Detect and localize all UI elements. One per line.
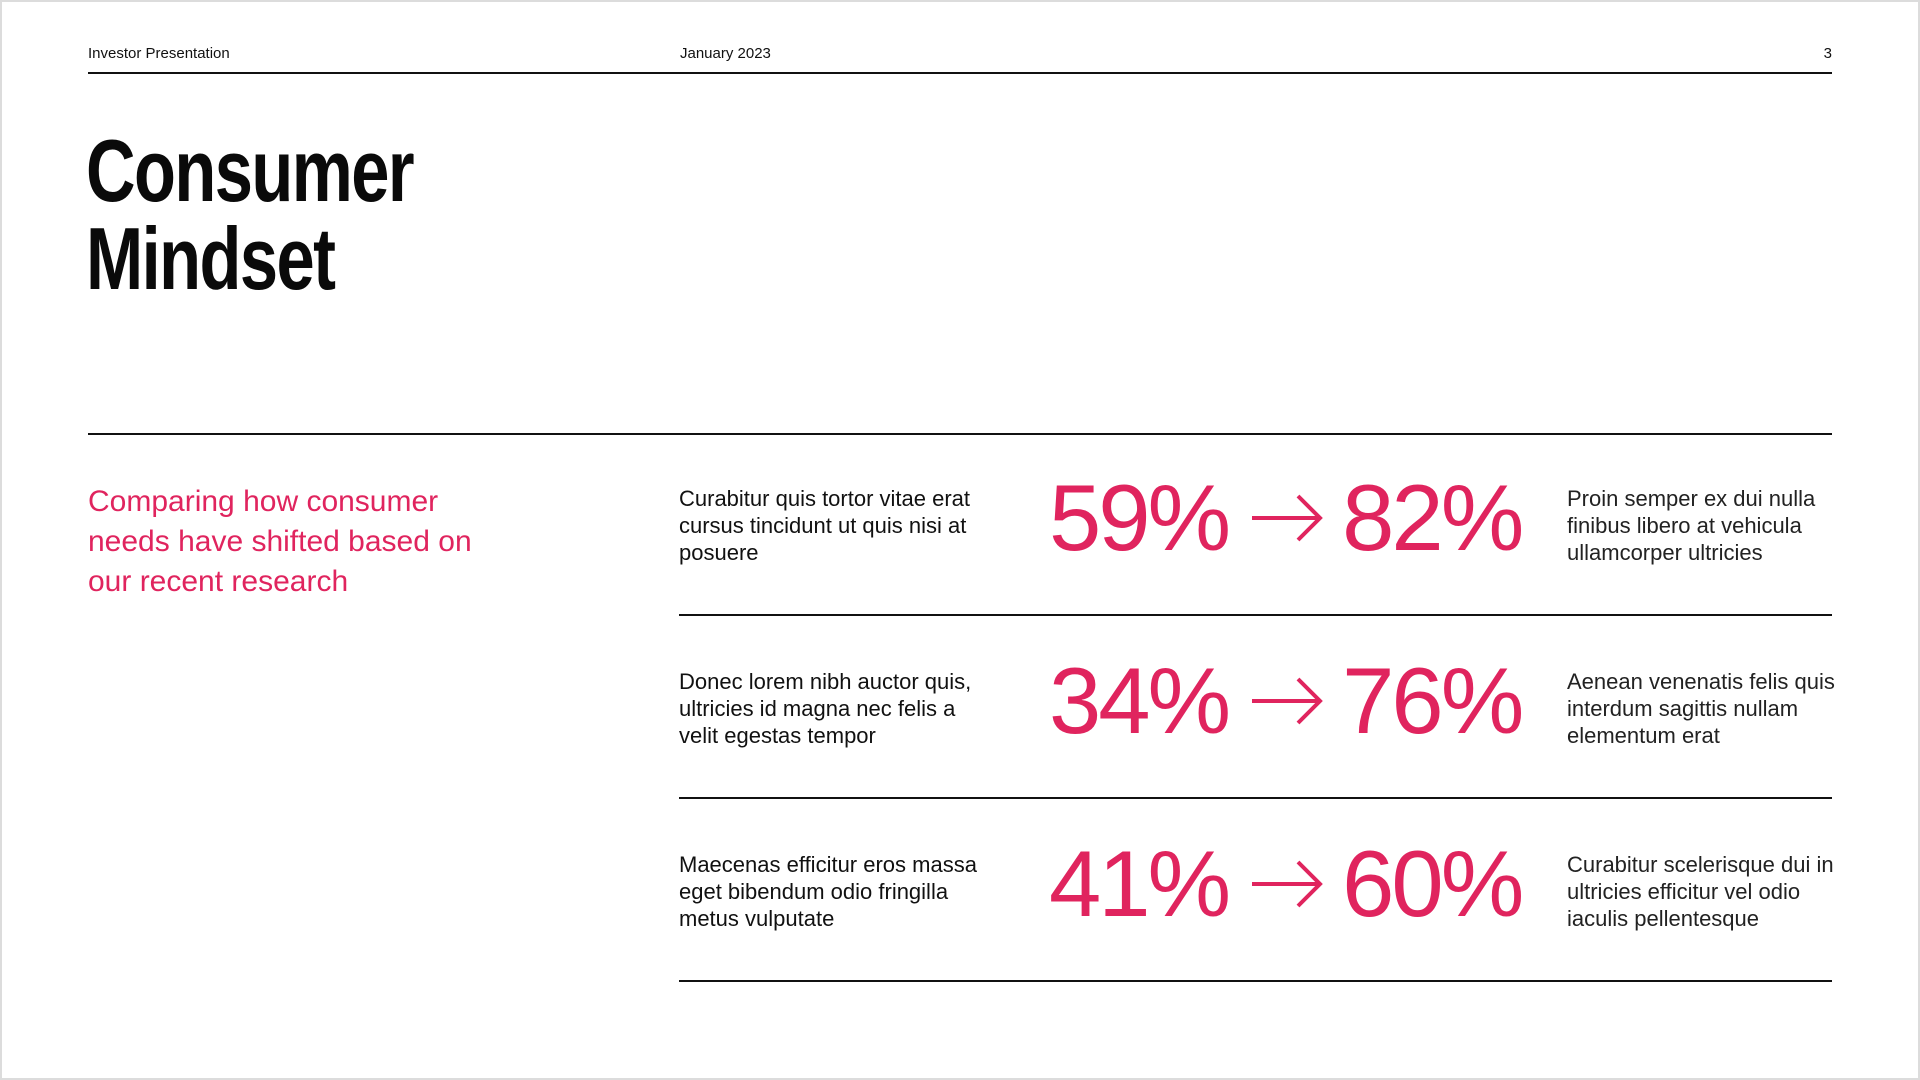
arrow-right-icon bbox=[1252, 677, 1323, 725]
stat-description: Curabitur quis tortor vitae erat cursus … bbox=[679, 486, 971, 565]
stat-row: Maecenas efficitur eros massa eget biben… bbox=[679, 799, 1834, 982]
arrow-right-icon bbox=[1252, 860, 1323, 908]
stat-values: 34% 76% bbox=[1049, 646, 1524, 756]
page-title: Consumer Mindset bbox=[86, 121, 415, 308]
stat-values: 41% 60% bbox=[1049, 829, 1524, 939]
stat-note: Curabitur scelerisque dui in ultricies e… bbox=[1567, 852, 1834, 931]
stat-row: Donec lorem nibh auctor quis, ultricies … bbox=[679, 616, 1835, 799]
stat-note: Proin semper ex dui nulla finibus libero… bbox=[1567, 486, 1816, 565]
stat-description: Donec lorem nibh auctor quis, ultricies … bbox=[679, 669, 972, 748]
stat-values: 59% 82% bbox=[1049, 463, 1524, 573]
section-divider bbox=[88, 433, 1832, 435]
arrow-right-icon bbox=[1252, 494, 1323, 542]
stats-list: Curabitur quis tortor vitae erat cursus … bbox=[679, 433, 1835, 982]
stat-from-value: 41% bbox=[1049, 831, 1231, 936]
stat-to-value: 60% bbox=[1342, 831, 1524, 936]
page-title-line-2: Mindset bbox=[86, 209, 336, 308]
section-subtitle: Comparing how consumer needs have shifte… bbox=[88, 485, 472, 598]
stat-note: Aenean venenatis felis quis interdum sag… bbox=[1567, 669, 1835, 748]
stat-row: Curabitur quis tortor vitae erat cursus … bbox=[679, 433, 1832, 616]
header-presentation-title: Investor Presentation bbox=[88, 45, 230, 62]
page-number: 3 bbox=[1823, 45, 1832, 62]
stat-from-value: 59% bbox=[1049, 465, 1231, 570]
stat-to-value: 76% bbox=[1342, 648, 1524, 753]
page-title-line-1: Consumer bbox=[86, 121, 415, 220]
slide-header: Investor Presentation January 2023 3 bbox=[88, 44, 1832, 74]
stat-from-value: 34% bbox=[1049, 648, 1231, 753]
header-date: January 2023 bbox=[680, 45, 771, 62]
stat-description: Maecenas efficitur eros massa eget biben… bbox=[679, 852, 977, 931]
stat-to-value: 82% bbox=[1342, 465, 1524, 570]
